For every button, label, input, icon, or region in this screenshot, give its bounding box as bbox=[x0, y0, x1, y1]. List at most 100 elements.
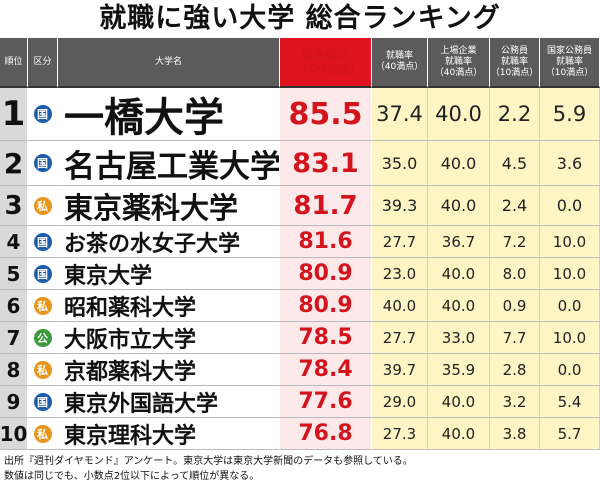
value-cell: 35.9 bbox=[428, 354, 490, 386]
value: 2.4 bbox=[501, 196, 528, 215]
type-cell: 国 bbox=[28, 88, 58, 141]
value-cell: 40.0 bbox=[372, 290, 428, 322]
type-badge: 公 bbox=[33, 328, 52, 347]
value-cell: 3.2 bbox=[490, 386, 540, 418]
value: 35.9 bbox=[441, 360, 476, 379]
rank: 6 bbox=[6, 293, 21, 318]
value-cell: 37.4 bbox=[372, 88, 428, 141]
type-badge: 国 bbox=[33, 154, 52, 172]
total-score: 80.9 bbox=[298, 261, 353, 286]
type-cell: 国 bbox=[28, 386, 58, 418]
value-cell: 40.0 bbox=[428, 186, 490, 226]
value-cell: 5.7 bbox=[540, 418, 600, 450]
score-cell: 78.5 bbox=[280, 322, 372, 354]
value: 40.0 bbox=[440, 153, 477, 173]
header-text: 就職率 bbox=[385, 51, 413, 61]
column-header: 就職率 （40満点） bbox=[372, 38, 428, 88]
type-cell: 私 bbox=[28, 354, 58, 386]
value-cell: 3.6 bbox=[540, 141, 600, 186]
value-cell: 39.3 bbox=[372, 186, 428, 226]
value: 4.5 bbox=[501, 153, 528, 173]
value-cell: 10.0 bbox=[540, 226, 600, 258]
header-text: 公務員 bbox=[500, 45, 528, 56]
rank-cell: 8 bbox=[0, 354, 28, 386]
type-cell: 国 bbox=[28, 141, 58, 186]
score-cell: 80.9 bbox=[280, 290, 372, 322]
header-text: 就職率 bbox=[555, 56, 583, 67]
value-cell: 35.0 bbox=[372, 141, 428, 186]
university-name: 京都薬科大学 bbox=[64, 359, 197, 385]
value-cell: 3.8 bbox=[490, 418, 540, 450]
value: 36.7 bbox=[441, 232, 476, 251]
value-cell: 40.0 bbox=[428, 88, 490, 141]
value: 2.2 bbox=[497, 102, 532, 126]
value-cell: 7.7 bbox=[490, 322, 540, 354]
value: 40.0 bbox=[435, 102, 482, 126]
value: 39.3 bbox=[381, 196, 418, 215]
value: 0.0 bbox=[556, 196, 583, 215]
name-cell: 東京薬科大学 bbox=[58, 186, 280, 226]
value: 40.0 bbox=[441, 264, 476, 283]
name-cell: 一橋大学 bbox=[58, 88, 280, 141]
score-cell: 78.4 bbox=[280, 354, 372, 386]
rank: 7 bbox=[6, 325, 21, 350]
name-cell: 東京大学 bbox=[58, 258, 280, 290]
name-cell: 大阪市立大学 bbox=[58, 322, 280, 354]
value-cell: 7.2 bbox=[490, 226, 540, 258]
total-score: 83.1 bbox=[292, 147, 359, 179]
rank-cell: 1 bbox=[0, 88, 28, 141]
university-name: 名古屋工業大学 bbox=[64, 148, 280, 185]
header-text: （40満点） bbox=[375, 62, 424, 72]
rank-cell: 6 bbox=[0, 290, 28, 322]
value: 7.2 bbox=[502, 232, 527, 251]
value: 0.9 bbox=[502, 296, 527, 315]
value-cell: 27.7 bbox=[372, 322, 428, 354]
type-badge: 国 bbox=[33, 105, 52, 123]
value-cell: 27.7 bbox=[372, 226, 428, 258]
value-cell: 5.9 bbox=[540, 88, 600, 141]
value-cell: 4.5 bbox=[490, 141, 540, 186]
total-score: 78.4 bbox=[298, 357, 353, 382]
header-text: 就職率 bbox=[444, 56, 472, 67]
total-score: 76.8 bbox=[298, 421, 353, 446]
rank-cell: 7 bbox=[0, 322, 28, 354]
type-badge: 国 bbox=[33, 392, 52, 411]
value-cell: 0.0 bbox=[540, 186, 600, 226]
value-cell: 10.0 bbox=[540, 322, 600, 354]
type-cell: 公 bbox=[28, 322, 58, 354]
university-name: 東京薬科大学 bbox=[64, 190, 239, 225]
rank-cell: 4 bbox=[0, 226, 28, 258]
value: 2.8 bbox=[502, 360, 527, 379]
value-cell: 40.0 bbox=[428, 258, 490, 290]
value: 10.0 bbox=[552, 264, 587, 283]
type-cell: 私 bbox=[28, 418, 58, 450]
value-cell: 40.0 bbox=[428, 418, 490, 450]
value-cell: 5.4 bbox=[540, 386, 600, 418]
rank: 2 bbox=[3, 146, 24, 180]
value: 10.0 bbox=[552, 328, 587, 347]
total-score: 80.9 bbox=[298, 293, 353, 318]
value: 0.0 bbox=[557, 296, 582, 315]
header-text: 区分 bbox=[33, 56, 52, 67]
rank: 1 bbox=[1, 94, 26, 134]
column-header: 国家公務員 就職率 （10満点） bbox=[540, 38, 600, 88]
rank: 10 bbox=[0, 421, 28, 446]
type-badge: 私 bbox=[33, 296, 52, 315]
type-badge: 国 bbox=[33, 232, 52, 251]
type-cell: 私 bbox=[28, 290, 58, 322]
university-name: 東京外国語大学 bbox=[64, 391, 219, 417]
column-header: 区分 bbox=[28, 38, 58, 88]
value-cell: 40.0 bbox=[428, 141, 490, 186]
value: 27.7 bbox=[382, 232, 417, 251]
value-cell: 0.9 bbox=[490, 290, 540, 322]
value: 39.7 bbox=[382, 360, 417, 379]
type-badge: 国 bbox=[33, 264, 52, 283]
score-cell: 76.8 bbox=[280, 418, 372, 450]
score-cell: 80.9 bbox=[280, 258, 372, 290]
value-cell: 40.0 bbox=[428, 290, 490, 322]
header-text: 上場企業 bbox=[440, 45, 477, 56]
value-cell: 8.0 bbox=[490, 258, 540, 290]
header-text: 大学名 bbox=[154, 56, 182, 67]
type-cell: 国 bbox=[28, 226, 58, 258]
